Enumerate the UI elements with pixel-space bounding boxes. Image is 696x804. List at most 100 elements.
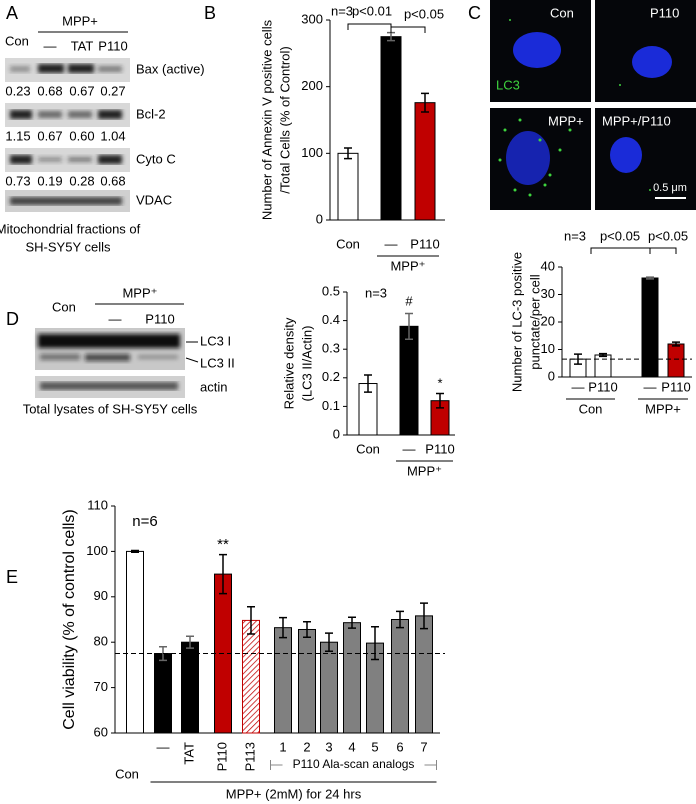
error-bar <box>131 549 139 554</box>
group-label: MPP⁺ <box>390 258 425 273</box>
annotation: ** <box>217 536 229 553</box>
x-tick-label: — <box>385 236 398 251</box>
band-label: Bax (active) <box>136 61 205 76</box>
bar <box>594 354 612 378</box>
y-axis-label: Relative density <box>281 317 296 409</box>
lane-label: P110 <box>145 311 174 326</box>
x-tick-label: — <box>157 739 170 754</box>
error-bar <box>303 621 311 638</box>
band-label: VDAC <box>136 192 172 207</box>
bar <box>337 152 359 221</box>
error-bar <box>396 610 404 629</box>
annotation: # <box>405 293 413 308</box>
y-tick-label: 60 <box>94 724 108 739</box>
annotation: p<0.05 <box>648 228 688 243</box>
bar <box>391 619 409 734</box>
bar <box>298 628 316 734</box>
group-label: Con <box>579 401 603 416</box>
error-bar <box>405 312 413 340</box>
band-label: LC3 I <box>200 333 231 348</box>
x-tick-label: TAT <box>181 742 196 765</box>
bar <box>274 627 292 734</box>
error-bar <box>186 635 194 649</box>
densitometry-value: 0.23 <box>5 83 30 98</box>
x-tick-label: 2 <box>303 739 310 754</box>
image-label: MPP+/P110 <box>602 113 671 128</box>
annotation: p<0.01 <box>352 3 392 18</box>
group-bracket <box>270 760 437 770</box>
image-label: Con <box>550 5 574 20</box>
lane-label: P110 <box>98 38 127 53</box>
y-tick-label: 200 <box>301 78 323 93</box>
x-tick-label: P110 <box>661 379 690 394</box>
annotation: p<0.05 <box>404 6 444 21</box>
blot-image <box>5 58 130 212</box>
y-tick-label: 300 <box>301 11 323 26</box>
x-tick-label: 7 <box>420 739 427 754</box>
x-tick-label: Con <box>115 766 139 781</box>
y-tick-label: 0 <box>548 368 555 383</box>
densitometry-value: 0.28 <box>69 173 94 188</box>
densitometry-value: 0.73 <box>5 173 30 188</box>
group-label: MPP⁺ <box>407 463 442 478</box>
bar <box>641 277 659 378</box>
bar <box>181 641 199 734</box>
y-tick-label: 40 <box>541 258 555 273</box>
y-tick-label: 100 <box>86 543 108 558</box>
bar <box>667 343 685 378</box>
error-bar <box>325 632 333 653</box>
densitometry-value: 0.68 <box>100 173 125 188</box>
group-label: MPP+ (2mM) for 24 hrs <box>226 786 362 801</box>
significance-bracket <box>590 247 651 254</box>
y-tick-label: 30 <box>541 286 555 301</box>
y-tick-label: 20 <box>541 313 555 328</box>
y-tick-label: 80 <box>94 634 108 649</box>
error-bar <box>436 392 444 409</box>
caption: SH-SY5Y cells <box>25 239 111 254</box>
x-tick-label: — <box>403 441 416 456</box>
y-tick-label: 0.4 <box>322 312 340 327</box>
error-bar <box>279 616 287 639</box>
bar <box>126 550 144 734</box>
densitometry-value: 1.04 <box>100 128 125 143</box>
error-bar <box>420 602 428 630</box>
densitometry-value: 0.68 <box>37 83 62 98</box>
x-tick-label: P110 <box>214 742 229 771</box>
annotation: n=3 <box>331 3 353 18</box>
significance-bracket <box>390 26 426 33</box>
scale-label: 0.5 μm <box>653 182 687 194</box>
bar <box>242 619 260 734</box>
error-bar <box>348 616 356 629</box>
y-tick-label: 100 <box>301 145 323 160</box>
error-bar <box>646 276 654 280</box>
x-tick-label: P113 <box>242 742 257 771</box>
lane-label: — <box>44 38 57 53</box>
y-axis-label: (LC3 II/Actin) <box>299 326 314 402</box>
y-tick-label: 0.2 <box>322 369 340 384</box>
x-tick-label: P110 <box>410 236 439 251</box>
lane-label: Con <box>5 33 29 48</box>
caption: Total lysates of SH-SY5Y cells <box>23 401 198 416</box>
x-tick-label: P110 <box>425 441 454 456</box>
stain-label: LC3 <box>496 77 520 92</box>
image-label: MPP+ <box>548 113 584 128</box>
x-tick-label: — <box>572 379 585 394</box>
caption: Mitochondrial fractions of <box>0 221 141 236</box>
x-tick-label: — <box>644 379 657 394</box>
lane-label: Con <box>52 299 76 314</box>
error-bar <box>247 606 255 635</box>
y-axis-label: Number of LC-3 positive <box>509 252 524 392</box>
y-tick-label: 0 <box>316 211 323 226</box>
error-bar <box>364 374 372 393</box>
panel-label: C <box>468 3 481 23</box>
densitometry-value: 0.67 <box>37 128 62 143</box>
bar <box>414 102 436 221</box>
x-tick-label: Con <box>356 441 380 456</box>
y-axis-label: Cell viability (% of control cells) <box>61 509 78 730</box>
bar <box>154 653 172 734</box>
y-axis-label: /Total Cells (% of Control) <box>277 46 292 193</box>
x-tick-label: 3 <box>325 739 332 754</box>
densitometry-value: 1.15 <box>5 128 30 143</box>
error-bar <box>219 553 227 595</box>
